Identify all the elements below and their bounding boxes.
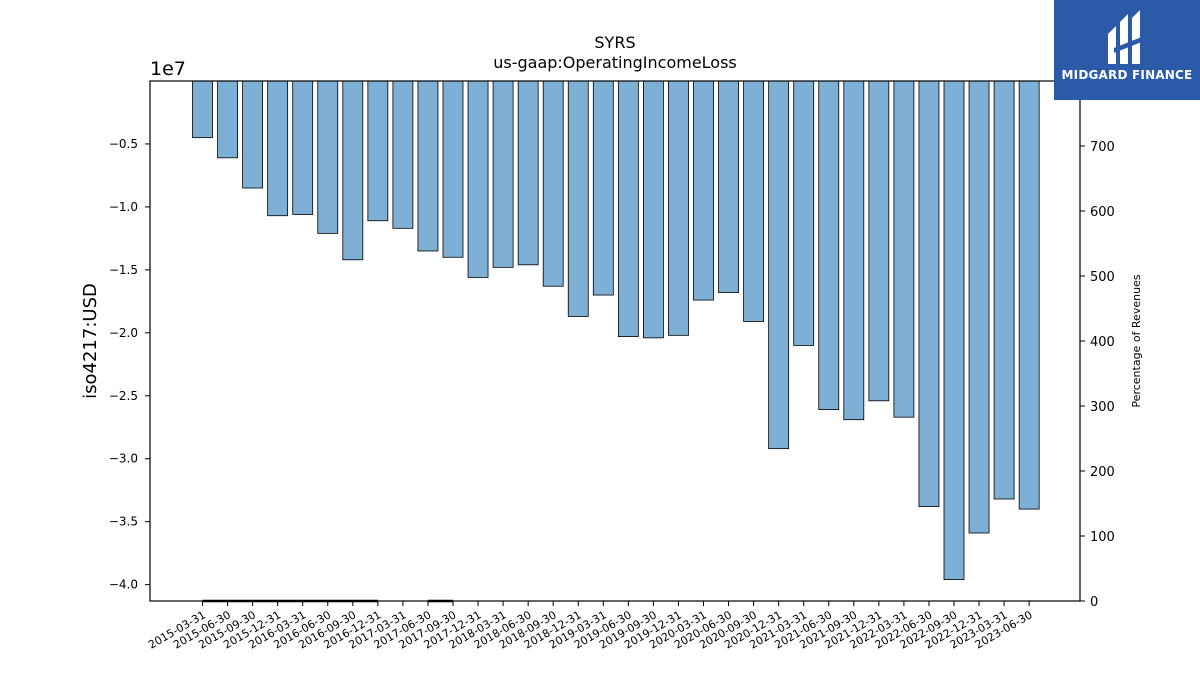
x-axis-ticks: 2015-03-312015-06-302015-09-302015-12-31… [146,601,1035,652]
bar [793,80,815,346]
bar [768,80,790,450]
bar [542,80,564,287]
y2-tick-label: 100 [1090,530,1115,545]
chart-subtitle: us-gaap:OperatingIncomeLoss [493,53,737,72]
bar [918,80,940,507]
bar [517,80,539,266]
bar [317,80,339,234]
y2-tick-label: 200 [1090,465,1115,480]
bar [292,80,314,215]
logo-text: MIDGARD FINANCE [1061,68,1193,82]
y2-tick-label: 0 [1090,595,1098,610]
bar [342,80,364,261]
bar [217,80,238,159]
bar [668,80,689,336]
y-tick-label: −1.5 [109,263,138,277]
y-axis-ticks: −0.5 −1.0 −1.5 −2.0 −2.5 −3.0 −3.5 −4.0 [109,137,150,592]
bar [267,80,289,217]
bar [643,80,664,339]
bar [943,80,965,580]
bar [993,80,1015,500]
y-tick-label: −3.5 [109,515,138,529]
y-tick-label: −0.5 [109,137,138,151]
bar [192,80,213,139]
bar [442,80,464,258]
bars [192,80,1040,580]
plot-frame [149,80,1081,602]
bar [743,80,764,322]
y2-tick-label: 700 [1090,140,1115,155]
bar [567,80,589,317]
y2-tick-label: 400 [1090,335,1115,350]
brand-logo: MIDGARD FINANCE [1054,0,1200,100]
y-tick-label: −3.0 [109,452,138,466]
y-tick-label: −2.0 [109,326,138,340]
y2-tick-label: 300 [1090,400,1115,415]
bar [1018,80,1040,510]
y2-axis-ticks: 0 100 200 300 400 500 600 700 [1080,140,1115,610]
bar [718,80,739,293]
y2-tick-label: 600 [1090,205,1115,220]
bar [843,80,865,421]
bar [617,80,639,337]
bar [492,80,514,268]
bar [693,80,714,301]
bar [242,80,264,189]
bar [592,80,614,296]
bar [367,80,389,222]
logo-mark-icon [1108,10,1144,64]
y-axis-label: iso4217:USD [80,283,101,399]
y2-axis-label: Percentage of Revenues [1130,274,1143,407]
y-tick-label: −1.0 [109,200,138,214]
bar [818,80,840,411]
bar [893,80,915,418]
y-multiplier: 1e7 [150,58,186,80]
bar [417,80,439,252]
bar [968,80,990,534]
chart-title: SYRS [594,33,635,52]
bar [868,80,890,402]
bar [467,80,489,278]
y-tick-label: −4.0 [109,578,138,592]
y-tick-label: −2.5 [109,389,138,403]
y2-tick-label: 500 [1090,270,1115,285]
bar [392,80,414,229]
